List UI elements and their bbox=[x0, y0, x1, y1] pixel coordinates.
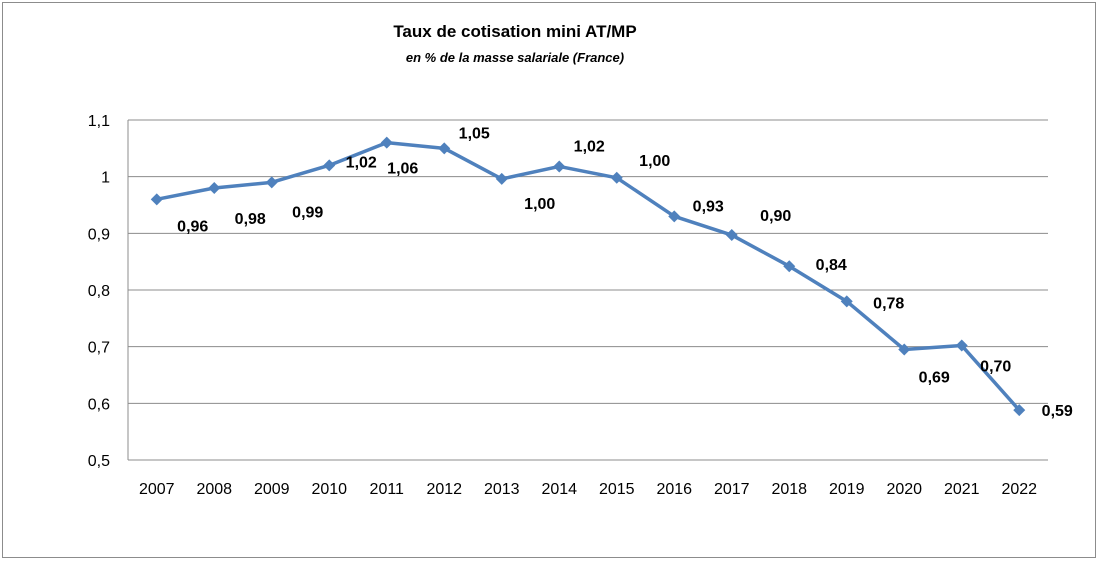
x-tick-label: 2012 bbox=[426, 481, 462, 498]
chart-title: Taux de cotisation mini AT/MP bbox=[393, 22, 637, 41]
gridlines bbox=[127, 119, 1048, 461]
y-tick-label: 1,1 bbox=[88, 113, 110, 130]
x-tick-label: 2009 bbox=[254, 481, 290, 498]
data-label: 0,84 bbox=[816, 257, 847, 274]
data-point bbox=[495, 172, 508, 185]
x-tick-label: 2018 bbox=[771, 481, 807, 498]
x-tick-label: 2016 bbox=[656, 481, 692, 498]
data-point bbox=[725, 229, 738, 242]
data-label: 1,00 bbox=[524, 196, 555, 213]
x-tick-label: 2010 bbox=[311, 481, 347, 498]
data-label: 0,59 bbox=[1042, 403, 1073, 420]
data-label: 1,00 bbox=[639, 153, 670, 170]
data-point bbox=[265, 176, 278, 189]
data-label: 0,96 bbox=[177, 218, 208, 235]
chart-subtitle: en % de la masse salariale (France) bbox=[405, 50, 625, 65]
data-label: 1,06 bbox=[387, 161, 418, 178]
data-point bbox=[208, 182, 221, 194]
data-point bbox=[1013, 404, 1026, 417]
data-point bbox=[150, 193, 163, 206]
data-point bbox=[610, 171, 623, 184]
x-tick-label: 2014 bbox=[541, 481, 577, 498]
data-point bbox=[783, 260, 796, 273]
y-tick-label: 0,7 bbox=[88, 340, 110, 357]
data-label: 1,02 bbox=[346, 154, 377, 171]
data-point bbox=[955, 339, 968, 352]
data-label: 0,78 bbox=[873, 295, 904, 312]
y-tick-label: 0,5 bbox=[88, 453, 110, 470]
x-tick-label: 2011 bbox=[370, 481, 405, 498]
x-tick-label: 2019 bbox=[829, 481, 865, 498]
data-labels: 0,96 0,98 0,99 1,02 1,06 1,05 1,00 1,02 1,00 0,93… bbox=[177, 125, 1073, 420]
x-tick-label: 2007 bbox=[139, 481, 175, 498]
x-tick-label: 2022 bbox=[1001, 481, 1037, 498]
data-label: 0,99 bbox=[292, 204, 323, 221]
data-point bbox=[438, 142, 451, 155]
data-point bbox=[840, 295, 853, 308]
x-axis-ticks: 2007 2008 2009 2010 2011 2012 2013 2014 2015 2016… bbox=[139, 481, 1037, 498]
x-tick-label: 2017 bbox=[714, 481, 750, 498]
data-point bbox=[380, 136, 393, 149]
data-point bbox=[553, 160, 566, 173]
data-label: 0,98 bbox=[235, 211, 266, 228]
x-tick-label: 2008 bbox=[196, 481, 232, 498]
data-label: 0,90 bbox=[760, 208, 791, 225]
y-tick-label: 1 bbox=[101, 170, 110, 187]
data-point bbox=[323, 159, 336, 172]
x-tick-label: 2015 bbox=[599, 481, 635, 498]
series-line bbox=[156, 140, 1021, 412]
y-tick-label: 0,6 bbox=[88, 396, 110, 413]
y-axis-ticks: 0,5 0,6 0,7 0,8 0,9 1 1,1 bbox=[88, 113, 110, 470]
data-point bbox=[898, 343, 911, 356]
data-label: 0,93 bbox=[693, 198, 724, 215]
x-tick-label: 2013 bbox=[484, 481, 520, 498]
x-tick-label: 2020 bbox=[886, 481, 922, 498]
data-point bbox=[668, 210, 681, 223]
x-tick-label: 2021 bbox=[944, 481, 980, 498]
data-label: 1,02 bbox=[574, 138, 605, 155]
data-label: 0,70 bbox=[980, 359, 1011, 376]
y-tick-label: 0,8 bbox=[88, 283, 110, 300]
y-tick-label: 0,9 bbox=[88, 226, 110, 243]
data-label: 0,69 bbox=[919, 370, 950, 387]
series-markers bbox=[150, 136, 1026, 417]
data-label: 1,05 bbox=[459, 125, 490, 142]
